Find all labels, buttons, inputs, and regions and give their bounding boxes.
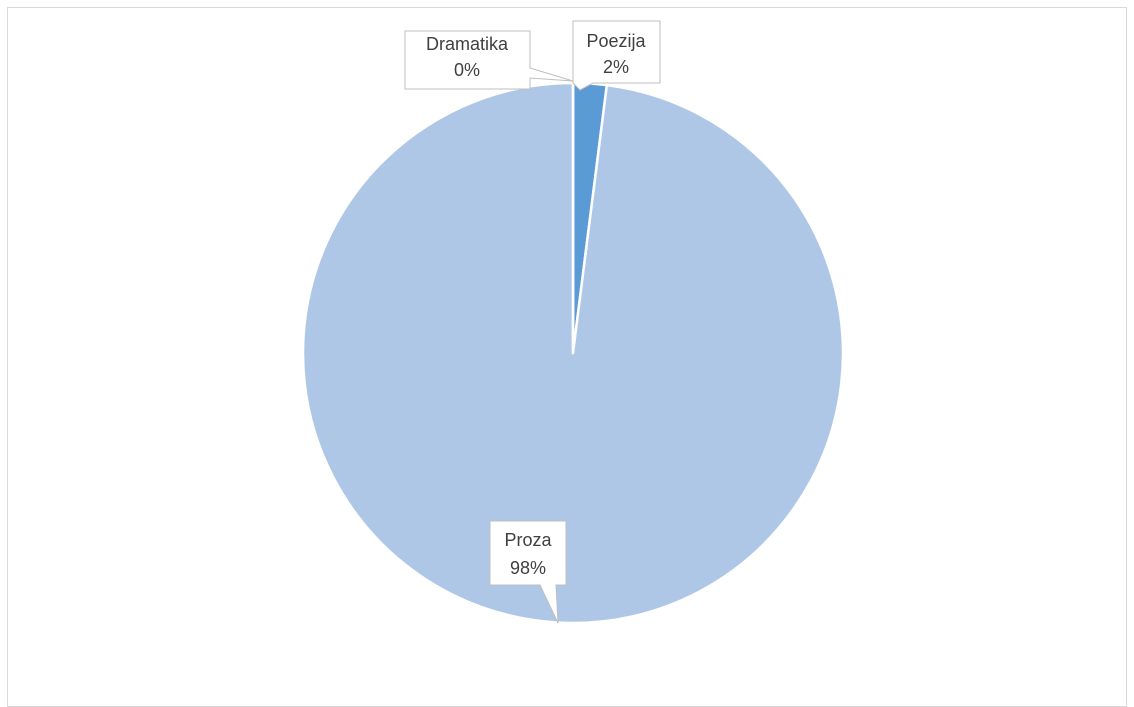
pie-slices: [301, 81, 845, 625]
data-label-proza: Proza 98%: [489, 520, 567, 624]
data-label-poezija: Poezija 2%: [572, 20, 661, 91]
callout-box-poezija: [572, 20, 661, 91]
label-poezija-percent: 2%: [603, 57, 629, 77]
label-dramatika-name: Dramatika: [426, 34, 509, 54]
label-proza-percent: 98%: [510, 558, 546, 578]
callout-box-proza: [489, 520, 567, 624]
label-dramatika-percent: 0%: [454, 60, 480, 80]
label-poezija-name: Poezija: [586, 31, 646, 51]
label-proza-name: Proza: [504, 530, 552, 550]
pie-chart: Dramatika 0% Poezija 2% Proza 98%: [301, 20, 845, 625]
data-label-dramatika: Dramatika 0%: [404, 30, 574, 90]
callout-box-dramatika: [404, 30, 574, 90]
